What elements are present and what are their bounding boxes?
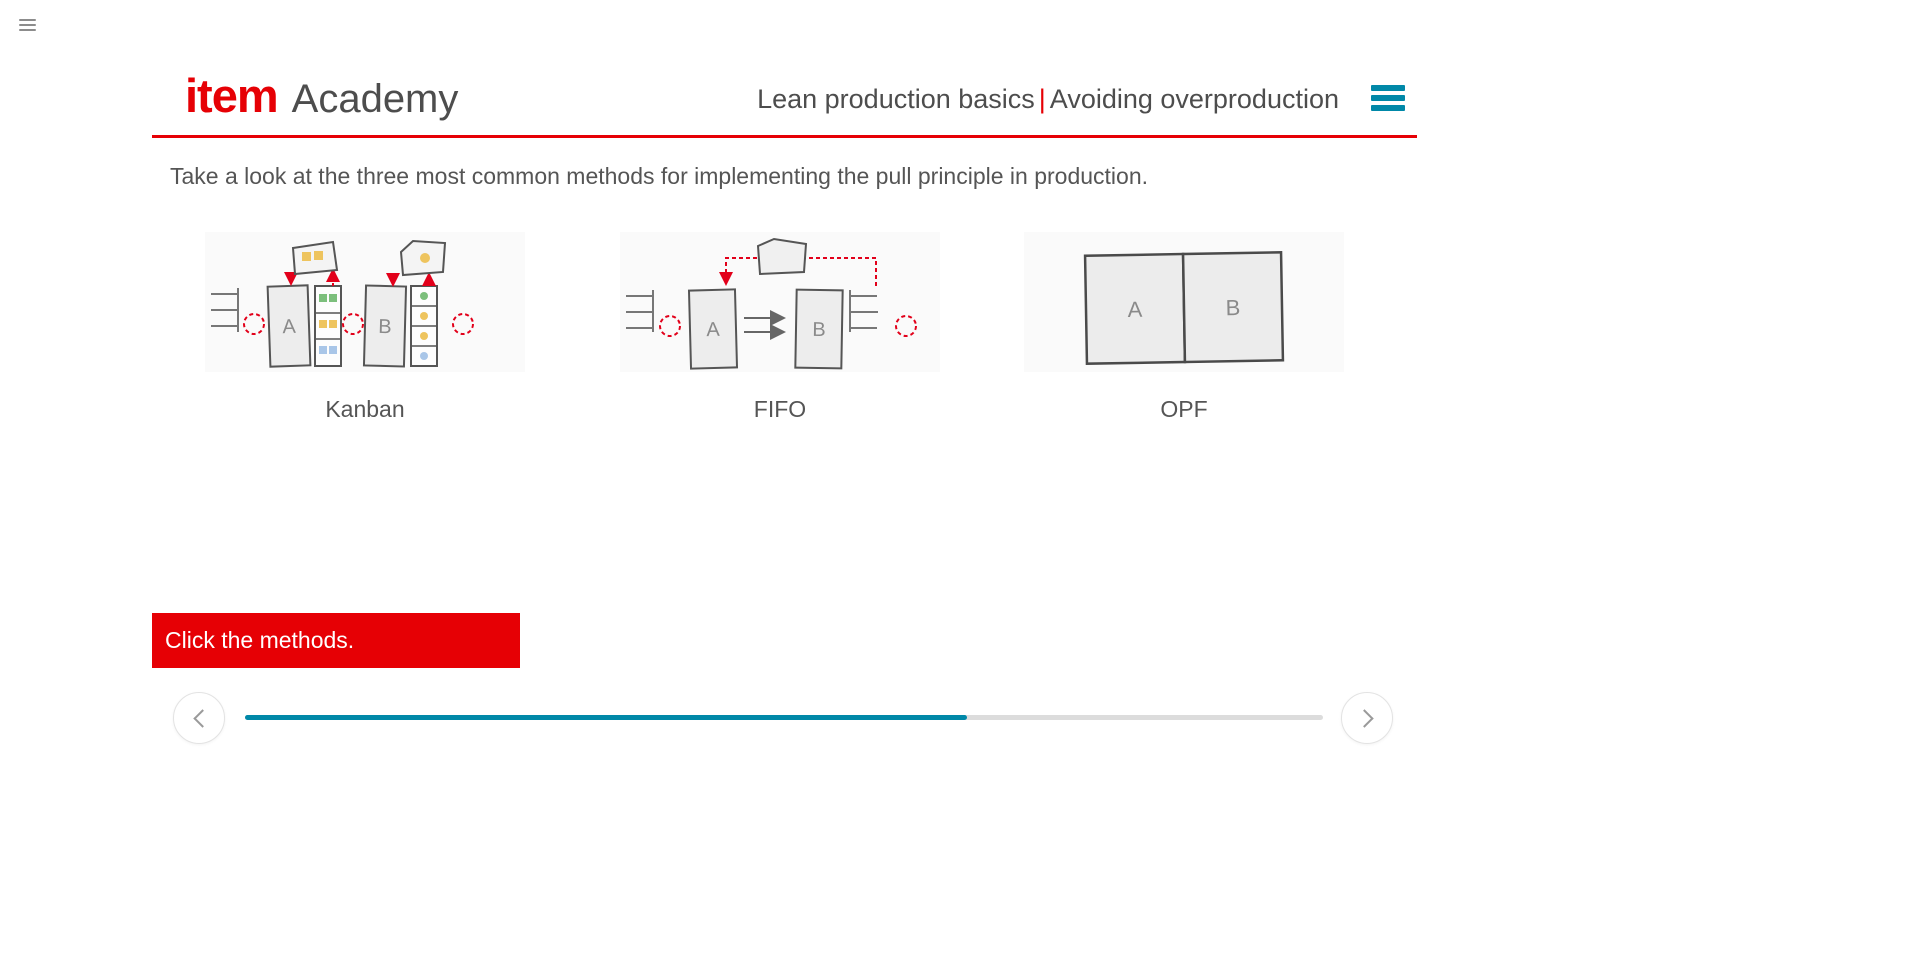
shelf-icon <box>626 290 654 332</box>
method-label-fifo: FIFO <box>753 396 807 422</box>
menu-bar <box>19 29 36 31</box>
progress-bar <box>245 715 1323 720</box>
brand-logo: item Academy <box>185 68 458 123</box>
station-b-box: B <box>794 288 844 370</box>
kanban-diagram: A B <box>205 232 525 372</box>
method-label-opf: OPF <box>1160 396 1208 422</box>
menu-bar <box>1371 105 1405 111</box>
header-divider <box>152 135 1417 138</box>
station-a-box: A <box>687 288 739 370</box>
slide: item Academy Lean production basics | Avoi… <box>152 0 1417 955</box>
menu-bar <box>1371 85 1405 91</box>
method-opf[interactable]: A B OPF <box>1024 232 1344 423</box>
pull-loop-icon <box>452 313 474 335</box>
lesson-title: Avoiding overproduction <box>1049 84 1339 114</box>
station-a-box: A <box>266 284 312 368</box>
prev-button[interactable] <box>173 692 225 744</box>
method-fifo[interactable]: A B FIFO <box>620 232 940 423</box>
progress-fill <box>245 715 968 720</box>
intro-text: Take a look at the three most common met… <box>170 163 1149 189</box>
kanban-board-icon <box>314 285 342 367</box>
pull-loop-icon <box>243 313 265 335</box>
fifo-diagram: A B <box>620 232 940 372</box>
window-menu-icon[interactable] <box>19 19 36 31</box>
course-title: Lean production basics <box>757 84 1035 114</box>
course-menu-icon[interactable] <box>1371 85 1405 111</box>
menu-bar <box>19 19 36 21</box>
kanban-card-icon <box>399 239 447 277</box>
station-b-box <box>1181 251 1285 364</box>
logo-academy: Academy <box>291 77 459 121</box>
station-b-box: B <box>362 284 408 368</box>
shelf-icon <box>211 288 239 332</box>
instruction-banner: Click the methods. <box>152 613 520 668</box>
logo-item: item <box>185 69 279 122</box>
menu-bar <box>19 24 36 26</box>
shelf-icon <box>849 290 878 332</box>
kanban-card-icon <box>756 237 808 276</box>
kanban-card-icon <box>291 240 339 276</box>
svg-text:B: B <box>378 316 392 338</box>
method-kanban[interactable]: A B <box>205 232 525 423</box>
methods-row: A B <box>152 232 1417 472</box>
breadcrumb-separator: | <box>1038 84 1046 114</box>
breadcrumb: Lean production basics | Avoiding overprod… <box>757 84 1339 115</box>
chevron-right-icon <box>1354 708 1374 728</box>
svg-text:B: B <box>812 319 826 341</box>
svg-text:B: B <box>1225 295 1240 320</box>
card-arrow-icon <box>719 257 877 286</box>
pull-loop-icon <box>895 315 917 337</box>
menu-bar <box>1371 95 1405 101</box>
svg-text:A: A <box>282 316 297 338</box>
next-button[interactable] <box>1341 692 1393 744</box>
opf-diagram: A B <box>1024 232 1344 372</box>
pull-loop-icon <box>342 313 364 335</box>
method-label-kanban: Kanban <box>325 396 405 422</box>
svg-text:A: A <box>706 319 721 341</box>
chevron-left-icon <box>192 708 212 728</box>
kanban-board-icon <box>410 285 438 367</box>
svg-text:A: A <box>1127 297 1142 322</box>
pull-loop-icon <box>659 315 681 337</box>
